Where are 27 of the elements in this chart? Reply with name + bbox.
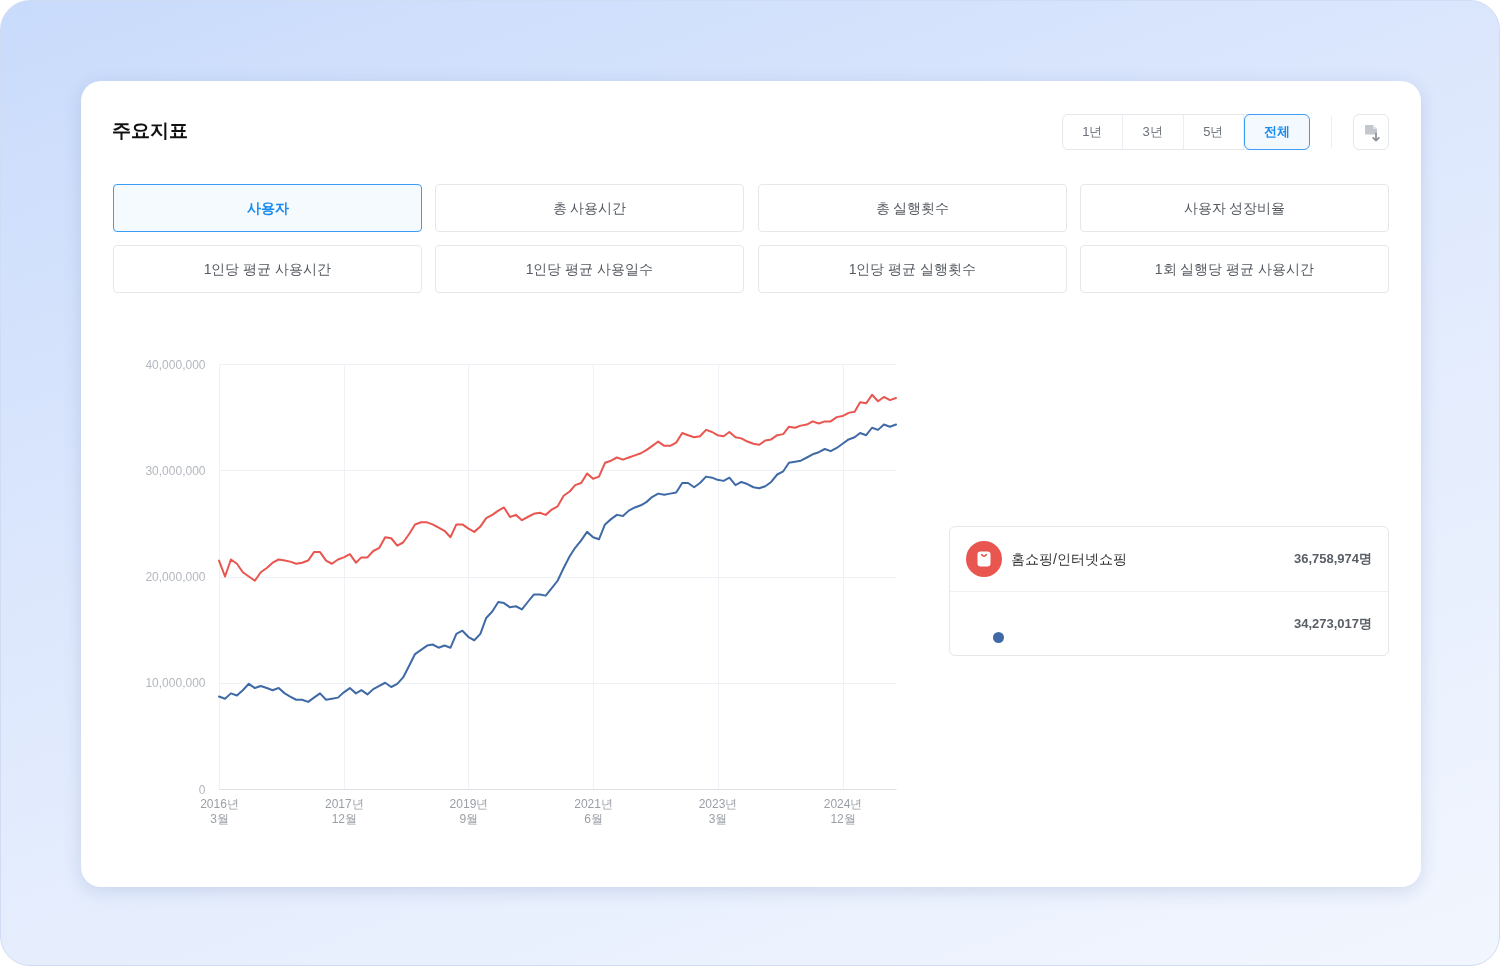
- text: 36,758,974명: [1293, 550, 1372, 568]
- download-button[interactable]: [1353, 114, 1389, 150]
- y-tick-label: 0: [198, 782, 206, 797]
- metric-tab[interactable]: 사용자 성장비율: [1080, 184, 1389, 232]
- period-button[interactable]: 3년: [1122, 115, 1184, 149]
- y-tick-label: 20,000,000: [145, 570, 206, 584]
- text: 34,273,017명: [1293, 615, 1372, 633]
- x-tick-label: 2021년 6월: [574, 796, 613, 826]
- metric-tab[interactable]: 1인당 평균 사용시간: [113, 245, 422, 293]
- metric-tab[interactable]: 1인당 평균 실행횟수: [758, 245, 1067, 293]
- metric-tab[interactable]: 총 사용시간: [435, 184, 744, 232]
- metric-tab[interactable]: 1회 실행당 평균 사용시간: [1080, 245, 1389, 293]
- x-tick-label: 2019년 9월: [449, 796, 489, 826]
- x-tick-label: 2023년 3월: [698, 796, 738, 826]
- period-button[interactable]: 1년: [1063, 115, 1123, 149]
- line-series: [218, 423, 897, 703]
- legend-label: 홈쇼핑/인터넷쇼핑: [1011, 550, 1127, 569]
- x-tick-label: 2016년 3월: [200, 796, 239, 826]
- metric-tab[interactable]: 총 실행횟수: [758, 184, 1067, 232]
- y-tick-label: 40,000,000: [145, 357, 206, 372]
- x-tick-label: 2024년 12월: [823, 796, 863, 826]
- x-tick-label: 2017년 12월: [324, 796, 364, 826]
- metric-tab[interactable]: 1인당 평균 사용일수: [435, 245, 744, 293]
- y-tick-label: 30,000,000: [145, 463, 206, 478]
- line-series: [218, 393, 897, 582]
- y-tick-label: 10,000,000: [145, 676, 206, 691]
- chart-title: 주요지표: [112, 119, 188, 143]
